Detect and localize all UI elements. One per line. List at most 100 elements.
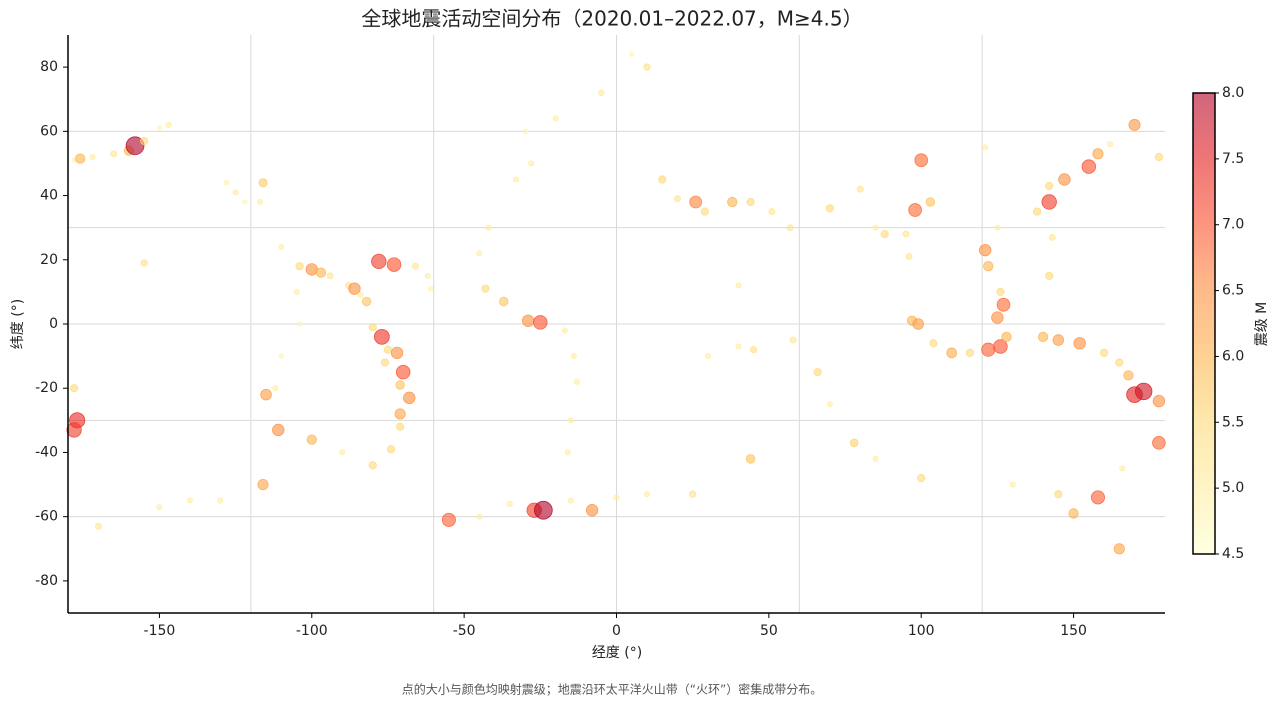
quake-point [260,388,272,401]
quake-point [1081,159,1097,174]
quake-point [326,272,334,280]
quake-point [1099,348,1109,357]
x-tick-label: -150 [144,623,176,639]
quake-point [380,358,390,367]
quake-point [110,150,118,158]
colorbar-label: 震级 M [1254,302,1270,347]
quake-point [929,339,938,348]
colorbar-tick-label: 8.0 [1222,85,1244,101]
quake-point [371,253,387,270]
quake-point [528,160,535,167]
quake-point [427,285,434,292]
quake-point [223,179,230,186]
quake-point [306,434,317,445]
chart-title: 全球地震活动空间分布（2020.01–2022.07，M≥4.5） [361,7,862,31]
quake-point [278,353,284,359]
quake-point [186,497,193,504]
y-tick-label: 20 [40,252,58,268]
quake-point [1052,334,1065,346]
quake-point [1152,435,1166,450]
quake-point [258,178,268,188]
quake-point [368,323,377,332]
quake-point [140,259,148,267]
quake-point [700,207,709,216]
quake-point [552,115,559,122]
quake-point [278,243,285,250]
quake-point [826,401,833,408]
quake-point [390,346,404,360]
quake-point [1128,118,1141,131]
quake-point [856,185,864,193]
quake-point [1068,508,1079,519]
quake-point [512,176,519,183]
quake-point [1073,337,1086,350]
quake-point [533,315,548,330]
quake-point [1134,382,1153,401]
quake-point [1123,370,1134,381]
quake-point [315,267,327,278]
quake-point [727,196,738,208]
y-tick-label: -20 [35,380,58,396]
quake-point [735,343,742,350]
quake-point [296,321,303,327]
quake-point [585,504,599,517]
quake-point [1058,173,1071,186]
x-tick-label: -50 [453,623,476,639]
quake-point [1092,148,1104,160]
quake-point [95,522,102,530]
quake-point [441,512,456,527]
y-tick-label: 40 [40,188,58,204]
quake-point [257,478,269,491]
quake-point [908,203,922,217]
quake-point [411,262,419,270]
quake-point [673,195,681,203]
quake-point [768,208,776,216]
quake-point [476,513,483,520]
quake-point [1115,358,1124,367]
y-tick-label: -40 [35,444,58,460]
quake-point [643,491,651,498]
quake-point [394,408,406,420]
quake-point [69,384,79,393]
quake-point [905,253,913,261]
quake-point [386,445,396,454]
colorbar-tick-label: 5.5 [1222,414,1244,430]
quake-point [689,490,697,498]
y-axis-label: 纬度 (°) [10,299,26,349]
colorbar-tick-label: 6.5 [1222,283,1244,299]
colorbar-tick-label: 6.0 [1222,348,1244,364]
quake-point [872,224,879,231]
quake-point [522,128,528,134]
quake-point [789,336,797,344]
quake-point [506,500,513,507]
x-tick-label: 150 [1060,623,1087,639]
quake-point [534,500,553,520]
quake-point [573,378,580,385]
quake-point [339,449,346,456]
quake-point [1009,481,1016,488]
quake-point [996,287,1005,296]
y-tick-label: 60 [40,123,58,139]
quake-point [395,364,411,380]
quake-point [917,474,926,483]
quake-point [485,224,492,231]
quake-point [165,121,172,128]
x-tick-label: 0 [612,623,621,639]
y-tick-label: 80 [40,59,58,75]
quake-point [272,423,285,437]
quake-point [658,175,667,184]
quake-point [348,282,361,295]
quake-point [849,438,859,448]
quake-point [481,284,490,293]
quake-point [1041,194,1057,210]
quake-point [295,262,304,271]
quake-point [305,263,318,276]
quake-point [1032,207,1042,216]
quake-point [1119,465,1126,472]
quake-point [567,497,574,504]
quake-point [745,454,756,464]
quake-point [396,422,405,431]
quake-point [383,345,393,354]
quake-point [424,272,431,279]
